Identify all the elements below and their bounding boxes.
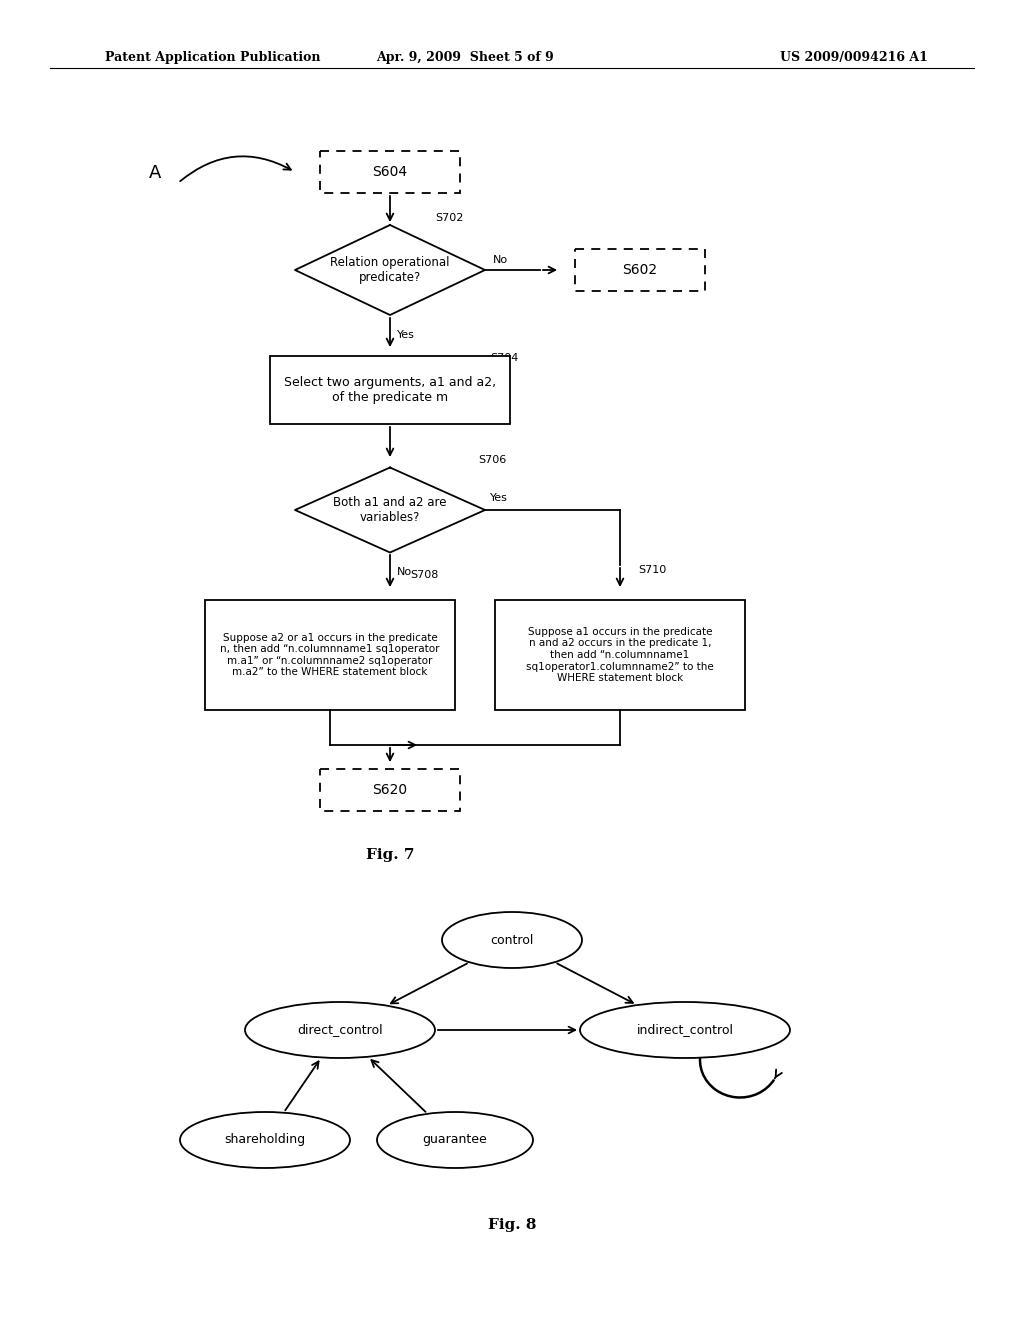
Text: Relation operational
predicate?: Relation operational predicate?: [331, 256, 450, 284]
Polygon shape: [295, 467, 485, 553]
Text: Both a1 and a2 are
variables?: Both a1 and a2 are variables?: [333, 496, 446, 524]
Polygon shape: [295, 224, 485, 315]
FancyBboxPatch shape: [319, 770, 460, 810]
Text: No: No: [493, 255, 508, 265]
Ellipse shape: [377, 1111, 534, 1168]
Text: guarantee: guarantee: [423, 1134, 487, 1147]
Text: Select two arguments, a1 and a2,
of the predicate m: Select two arguments, a1 and a2, of the …: [284, 376, 496, 404]
Text: Fig. 8: Fig. 8: [487, 1218, 537, 1232]
Text: Fig. 7: Fig. 7: [366, 847, 415, 862]
Text: Suppose a1 occurs in the predicate
n and a2 occurs in the predicate 1,
then add : Suppose a1 occurs in the predicate n and…: [526, 627, 714, 684]
Ellipse shape: [580, 1002, 790, 1059]
Text: S602: S602: [623, 263, 657, 277]
FancyBboxPatch shape: [495, 601, 745, 710]
Text: S708: S708: [410, 570, 438, 579]
Text: shareholding: shareholding: [224, 1134, 305, 1147]
Text: direct_control: direct_control: [297, 1023, 383, 1036]
Text: Apr. 9, 2009  Sheet 5 of 9: Apr. 9, 2009 Sheet 5 of 9: [376, 50, 554, 63]
Text: Suppose a2 or a1 occurs in the predicate
n, then add “n.columnname1 sq1operator
: Suppose a2 or a1 occurs in the predicate…: [220, 632, 439, 677]
Text: A: A: [148, 164, 161, 182]
Ellipse shape: [245, 1002, 435, 1059]
Text: S710: S710: [638, 565, 667, 576]
Text: S706: S706: [478, 455, 506, 465]
Ellipse shape: [180, 1111, 350, 1168]
Ellipse shape: [442, 912, 582, 968]
FancyBboxPatch shape: [575, 249, 705, 290]
Text: Yes: Yes: [397, 330, 415, 341]
Text: S620: S620: [373, 783, 408, 797]
Text: control: control: [490, 933, 534, 946]
Text: No: No: [397, 568, 412, 577]
FancyBboxPatch shape: [205, 601, 455, 710]
FancyBboxPatch shape: [319, 150, 460, 193]
Text: S702: S702: [435, 213, 464, 223]
Text: US 2009/0094216 A1: US 2009/0094216 A1: [780, 50, 928, 63]
Text: S704: S704: [490, 352, 518, 363]
Text: Patent Application Publication: Patent Application Publication: [105, 50, 321, 63]
Text: Yes: Yes: [490, 492, 508, 503]
Text: S604: S604: [373, 165, 408, 180]
FancyBboxPatch shape: [270, 356, 510, 424]
Text: indirect_control: indirect_control: [637, 1023, 733, 1036]
